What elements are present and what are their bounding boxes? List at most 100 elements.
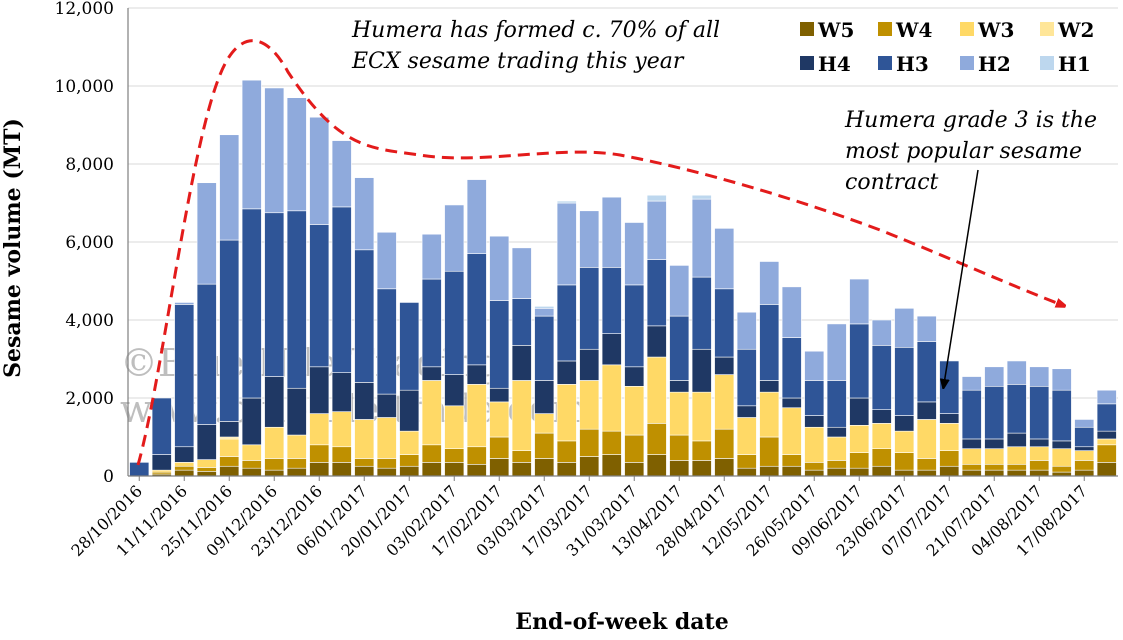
bar-segment-h3: [309, 224, 330, 368]
bar-stack: [849, 278, 870, 477]
bar-segment-h4: [759, 380, 780, 393]
bar-segment-w5: [894, 469, 915, 477]
bar-segment-h2: [826, 323, 847, 381]
bar-stack: [894, 307, 915, 477]
bar-segment-w5: [736, 467, 757, 477]
bar-segment-h3: [871, 345, 892, 411]
bar-stack: [466, 179, 487, 477]
bar-segment-h3: [489, 300, 510, 389]
bar-segment-w5: [354, 465, 375, 477]
bar-segment-h2: [736, 311, 757, 350]
bar-segment-h2: [466, 179, 487, 255]
bar-segment-h1: [534, 306, 555, 309]
bar-segment-h1: [646, 194, 667, 202]
y-tick-label: 6,000: [65, 233, 114, 253]
bar-segment-h3: [241, 208, 262, 399]
bar-segment-h3: [511, 298, 532, 346]
bar-segment-h3: [849, 323, 870, 399]
bar-segment-w4: [286, 458, 307, 469]
bar-segment-h3: [556, 284, 577, 362]
bar-stack: [669, 265, 690, 477]
bar-segment-w4: [939, 450, 960, 467]
bar-segment-w5: [691, 460, 712, 477]
bar-stack: [331, 140, 352, 477]
legend-label: W3: [977, 18, 1014, 42]
bar-segment-w3: [624, 385, 645, 436]
bar-segment-w5: [421, 462, 442, 477]
legend-swatch: [1040, 22, 1054, 36]
legend-swatch: [960, 56, 974, 70]
bar-stack: [376, 231, 397, 477]
bar-stack: [399, 302, 420, 477]
bar-segment-w4: [849, 452, 870, 469]
bar-segment-w4: [264, 458, 285, 471]
bar-segment-h4: [984, 438, 1005, 450]
bar-segment-w5: [399, 465, 420, 477]
bar-segment-h2: [354, 177, 375, 251]
bar-segment-w5: [264, 469, 285, 477]
bar-segment-h4: [624, 366, 645, 387]
bar-segment-w4: [174, 465, 195, 471]
legend-label: W4: [895, 18, 932, 42]
bar-segment-w5: [1096, 462, 1117, 477]
bar-segment-h2: [174, 302, 195, 305]
bar-segment-w5: [556, 462, 577, 477]
bar-segment-w3: [1006, 446, 1027, 465]
legend-label: W5: [817, 18, 854, 42]
bar-segment-w3: [556, 384, 577, 442]
bar-stack: [916, 315, 937, 477]
bar-segment-w4: [399, 454, 420, 467]
bar-segment-w3: [309, 413, 330, 446]
bar-stack: [579, 210, 600, 477]
bar-segment-w4: [444, 448, 465, 463]
bar-segment-w3: [939, 423, 960, 451]
bar-segment-h3: [444, 270, 465, 375]
bar-segment-w3: [826, 436, 847, 461]
annotation-text: Humera grade 3 is the: [844, 108, 1097, 133]
bar-stack: [309, 116, 330, 477]
bar-segment-w5: [286, 467, 307, 477]
bar-segment-h2: [376, 231, 397, 290]
bar-segment-h4: [466, 364, 487, 385]
bar-segment-h4: [736, 405, 757, 418]
bar-segment-h4: [241, 397, 262, 446]
bar-segment-w5: [444, 462, 465, 477]
bar-segment-h3: [1029, 385, 1050, 440]
bar-segment-h3: [984, 385, 1005, 440]
y-tick-labels: 0 2,000 4,000 6,000 8,000 10,000 12,000: [55, 0, 114, 487]
bar-segment-w5: [1074, 469, 1095, 477]
bar-segment-w4: [331, 446, 352, 463]
bar-stack: [556, 200, 577, 477]
bar-segment-h2: [781, 286, 802, 338]
bar-segment-h3: [579, 267, 600, 350]
bar-segment-w4: [1096, 444, 1117, 463]
bar-segment-w3: [489, 401, 510, 438]
legend-swatch: [800, 22, 814, 36]
bar-segment-h4: [174, 446, 195, 463]
bar-segment-w5: [939, 465, 960, 477]
bar-segment-w4: [1006, 463, 1027, 471]
y-tick-label: 12,000: [55, 0, 114, 19]
y-tick-label: 0: [103, 467, 114, 487]
bar-segment-w5: [511, 462, 532, 477]
y-tick-label: 10,000: [55, 77, 114, 97]
bar-segment-h4: [511, 345, 532, 381]
bar-segment-w5: [466, 463, 487, 477]
legend-item-w2: W2: [1040, 18, 1094, 42]
bar-segment-w3: [421, 380, 442, 446]
annotation-text: most popular sesame: [845, 139, 1082, 164]
bar-stack: [691, 194, 712, 477]
legend-label: H1: [1058, 52, 1091, 76]
bar-segment-w4: [691, 440, 712, 461]
bar-segment-h4: [804, 415, 825, 428]
bar-stack: [444, 204, 465, 477]
bar-segment-w4: [196, 467, 217, 472]
bar-stack: [984, 366, 1005, 477]
bar-segment-w5: [219, 465, 240, 477]
bar-segment-w3: [759, 391, 780, 438]
legend-item-h1: H1: [1040, 52, 1091, 76]
bar-segment-w3: [669, 391, 690, 436]
bar-segment-w4: [601, 430, 622, 455]
bar-segment-w4: [241, 460, 262, 469]
